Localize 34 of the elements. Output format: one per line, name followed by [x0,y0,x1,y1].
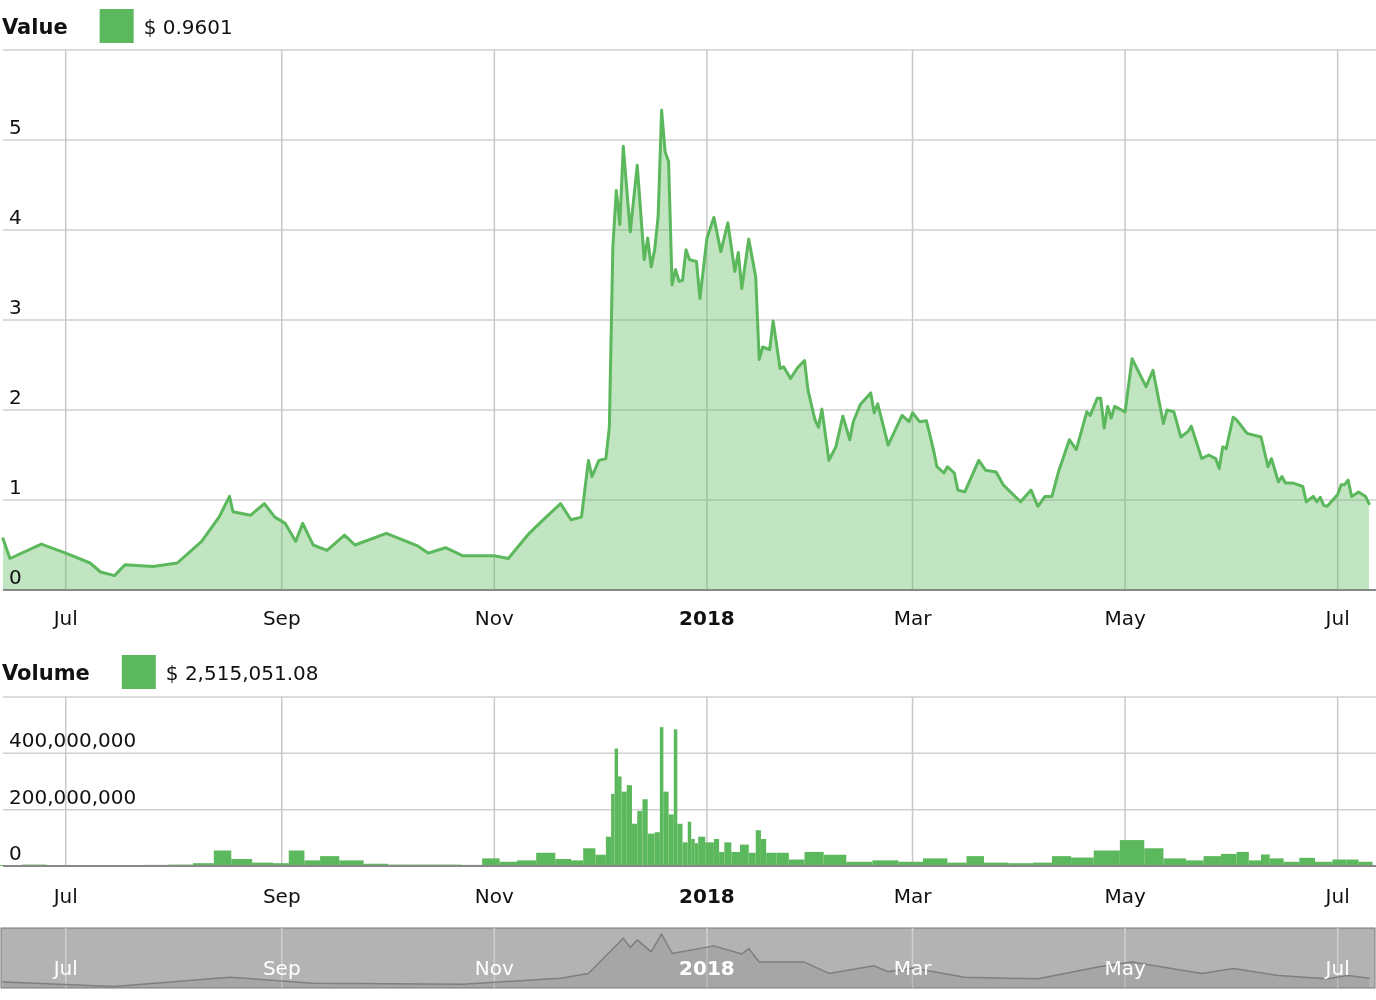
x-tick-label: Jul [1323,884,1350,908]
y-tick-label: 0 [9,565,22,589]
y-tick-label: 4 [9,205,22,229]
x-tick-label: Nov [474,606,515,630]
y-tick-label: 2 [9,385,22,409]
x-tick-label: Jul [51,956,78,980]
x-tick-label: 2018 [679,956,735,980]
x-tick-label: 2018 [679,884,735,908]
x-tick-label: Nov [474,956,515,980]
y-tick-label: 3 [9,295,22,319]
y-tick-label: 1 [9,475,22,499]
x-tick-label: May [1104,606,1146,630]
x-tick-label: Nov [474,884,515,908]
x-tick-label: Mar [893,606,933,630]
x-tick-label: Jul [51,884,78,908]
x-tick-label: Mar [893,884,933,908]
y-tick-label: 0 [9,841,22,865]
x-tick-label: Sep [262,606,301,630]
y-tick-label: 5 [9,115,22,139]
chart-title: Value [2,15,68,39]
y-tick-label: 400,000,000 [9,728,137,753]
x-tick-label: Sep [262,956,301,980]
x-tick-label: Mar [893,956,933,980]
x-tick-label: Sep [262,884,301,908]
text: $ 0.9601 [143,15,233,39]
x-tick-label: May [1104,884,1146,908]
chart-title: Volume [2,661,90,685]
x-tick-label: Jul [1323,606,1350,630]
y-tick-label: 200,000,000 [9,784,137,809]
x-tick-label: 2018 [679,606,735,630]
x-tick-label: Jul [51,606,78,630]
x-tick-label: Jul [1323,956,1350,980]
text: $ 2,515,051.08 [165,661,319,685]
x-tick-label: May [1104,956,1146,980]
